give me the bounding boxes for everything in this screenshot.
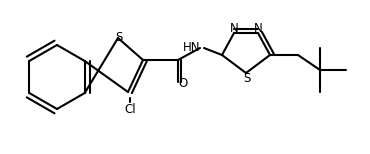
Text: N: N: [253, 22, 262, 34]
Text: S: S: [115, 30, 123, 43]
Text: HN: HN: [183, 41, 201, 53]
Text: S: S: [243, 71, 251, 85]
Text: Cl: Cl: [124, 103, 136, 116]
Text: N: N: [230, 22, 238, 34]
Text: O: O: [178, 77, 188, 89]
